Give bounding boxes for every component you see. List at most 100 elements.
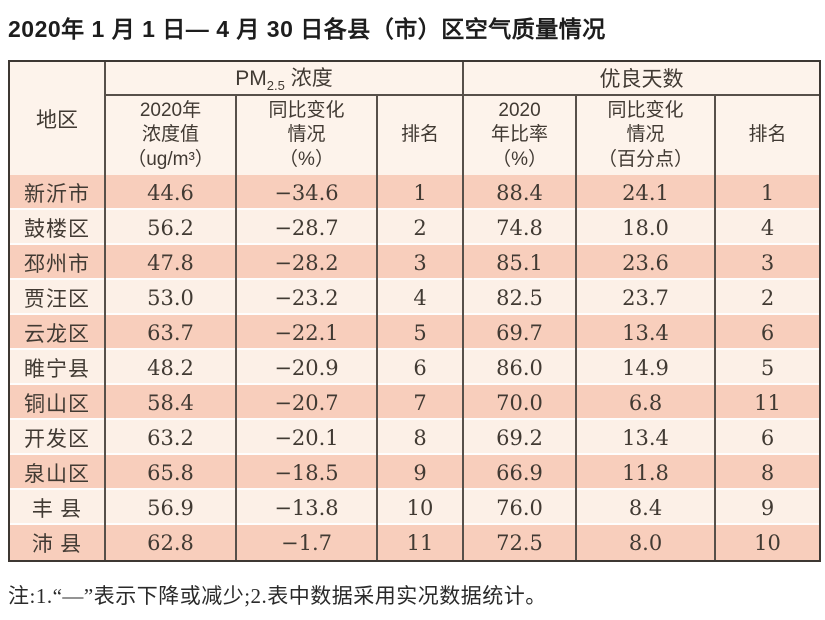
pm-change-cell: −13.8 — [237, 490, 378, 525]
days-rank-cell: 4 — [716, 210, 820, 245]
days-rank-cell: 2 — [716, 280, 820, 315]
pm-rank-cell: 11 — [378, 525, 465, 560]
days-ratio-cell: 70.0 — [464, 385, 578, 420]
pm-change-cell: −20.7 — [237, 385, 378, 420]
days-change-cell: 23.6 — [577, 245, 717, 280]
pm-value-cell: 63.2 — [106, 420, 237, 455]
region-cell: 丰 县 — [10, 490, 106, 525]
column-header-region: 地区 — [10, 62, 106, 175]
pm-change-cell: −22.1 — [237, 315, 378, 350]
pm-rank-cell: 9 — [378, 455, 465, 490]
column-group-good-days: 优良天数 — [464, 62, 820, 96]
pm-value-cell: 62.8 — [106, 525, 237, 560]
page-title: 2020年 1 月 1 日— 4 月 30 日各县（市）区空气质量情况 — [8, 16, 606, 42]
pm-value-cell: 53.0 — [106, 280, 237, 315]
pm-value-cell: 44.6 — [106, 175, 237, 210]
table-row: 泉山区 65.8 −18.5 9 66.9 11.8 8 — [10, 455, 820, 490]
pm-change-cell: −18.5 — [237, 455, 378, 490]
days-change-cell: 8.4 — [577, 490, 717, 525]
column-header-days-change: 同比变化 情况 （百分点） — [577, 96, 717, 175]
days-change-cell: 13.4 — [577, 315, 717, 350]
days-rank-cell: 6 — [716, 315, 820, 350]
pm-rank-cell: 1 — [378, 175, 465, 210]
region-cell: 云龙区 — [10, 315, 106, 350]
header-sub-row: 2020年 浓度值 （ug/m³） 同比变化 情况 （%） 排名 2020 年比… — [10, 96, 820, 175]
days-ratio-cell: 82.5 — [464, 280, 578, 315]
days-ratio-cell: 85.1 — [464, 245, 578, 280]
pm-rank-cell: 4 — [378, 280, 465, 315]
pm-rank-cell: 6 — [378, 350, 465, 385]
days-rank-cell: 1 — [716, 175, 820, 210]
days-ratio-cell: 69.2 — [464, 420, 578, 455]
region-cell: 贾汪区 — [10, 280, 106, 315]
column-header-days-rank: 排名 — [716, 96, 820, 175]
days-ratio-cell: 74.8 — [464, 210, 578, 245]
pm-rank-cell: 8 — [378, 420, 465, 455]
column-group-pm25: PM2.5 浓度 — [106, 62, 465, 96]
days-rank-cell: 8 — [716, 455, 820, 490]
pm-value-cell: 63.7 — [106, 315, 237, 350]
pm-value-cell: 47.8 — [106, 245, 237, 280]
days-change-cell: 14.9 — [577, 350, 717, 385]
table-row: 贾汪区 53.0 −23.2 4 82.5 23.7 2 — [10, 280, 820, 315]
pm-value-cell: 65.8 — [106, 455, 237, 490]
pm-rank-cell: 3 — [378, 245, 465, 280]
pm-change-cell: −20.9 — [237, 350, 378, 385]
pm-change-cell: −28.2 — [237, 245, 378, 280]
table-header: 地区 PM2.5 浓度 优良天数 2020年 浓度值 （ug/m³） 同比变化 … — [10, 62, 820, 175]
days-ratio-cell: 76.0 — [464, 490, 578, 525]
pm-value-cell: 56.2 — [106, 210, 237, 245]
table-row: 开发区 63.2 −20.1 8 69.2 13.4 6 — [10, 420, 820, 455]
pm25-label-rest: 浓度 — [284, 67, 333, 91]
days-change-cell: 23.7 — [577, 280, 717, 315]
region-cell: 邳州市 — [10, 245, 106, 280]
table-row: 邳州市 47.8 −28.2 3 85.1 23.6 3 — [10, 245, 820, 280]
pm-change-cell: −34.6 — [237, 175, 378, 210]
days-change-cell: 24.1 — [577, 175, 717, 210]
days-ratio-cell: 69.7 — [464, 315, 578, 350]
pm-value-cell: 58.4 — [106, 385, 237, 420]
column-header-days-ratio: 2020 年比率 （%） — [464, 96, 578, 175]
region-cell: 新沂市 — [10, 175, 106, 210]
table-row: 沛 县 62.8 −1.7 11 72.5 8.0 10 — [10, 525, 820, 560]
pm-rank-cell: 10 — [378, 490, 465, 525]
table-row: 鼓楼区 56.2 −28.7 2 74.8 18.0 4 — [10, 210, 820, 245]
days-ratio-cell: 86.0 — [464, 350, 578, 385]
days-change-cell: 6.8 — [577, 385, 717, 420]
days-ratio-cell: 72.5 — [464, 525, 578, 560]
days-change-cell: 13.4 — [577, 420, 717, 455]
days-change-cell: 11.8 — [577, 455, 717, 490]
table-row: 云龙区 63.7 −22.1 5 69.7 13.4 6 — [10, 315, 820, 350]
pm-rank-cell: 5 — [378, 315, 465, 350]
pm-rank-cell: 7 — [378, 385, 465, 420]
pm25-label-subscript: 2.5 — [266, 78, 285, 94]
column-header-pm-value: 2020年 浓度值 （ug/m³） — [106, 96, 237, 175]
days-rank-cell: 5 — [716, 350, 820, 385]
pm-change-cell: −28.7 — [237, 210, 378, 245]
days-rank-cell: 11 — [716, 385, 820, 420]
days-rank-cell: 10 — [716, 525, 820, 560]
column-header-pm-rank: 排名 — [378, 96, 465, 175]
region-cell: 铜山区 — [10, 385, 106, 420]
region-cell: 沛 县 — [10, 525, 106, 560]
days-rank-cell: 3 — [716, 245, 820, 280]
region-cell: 鼓楼区 — [10, 210, 106, 245]
pm-value-cell: 56.9 — [106, 490, 237, 525]
pm25-label-base: PM — [235, 67, 267, 91]
pm-change-cell: −23.2 — [237, 280, 378, 315]
column-header-pm-change: 同比变化 情况 （%） — [237, 96, 378, 175]
pm-change-cell: −1.7 — [237, 525, 378, 560]
table-row: 睢宁县 48.2 −20.9 6 86.0 14.9 5 — [10, 350, 820, 385]
region-cell: 睢宁县 — [10, 350, 106, 385]
days-ratio-cell: 88.4 — [464, 175, 578, 210]
table-body: 新沂市 44.6 −34.6 1 88.4 24.1 1 鼓楼区 56.2 −2… — [10, 175, 820, 560]
days-rank-cell: 6 — [716, 420, 820, 455]
table-row: 丰 县 56.9 −13.8 10 76.0 8.4 9 — [10, 490, 820, 525]
pm-change-cell: −20.1 — [237, 420, 378, 455]
pm-rank-cell: 2 — [378, 210, 465, 245]
table-row: 铜山区 58.4 −20.7 7 70.0 6.8 11 — [10, 385, 820, 420]
pm-value-cell: 48.2 — [106, 350, 237, 385]
days-change-cell: 8.0 — [577, 525, 717, 560]
region-cell: 泉山区 — [10, 455, 106, 490]
